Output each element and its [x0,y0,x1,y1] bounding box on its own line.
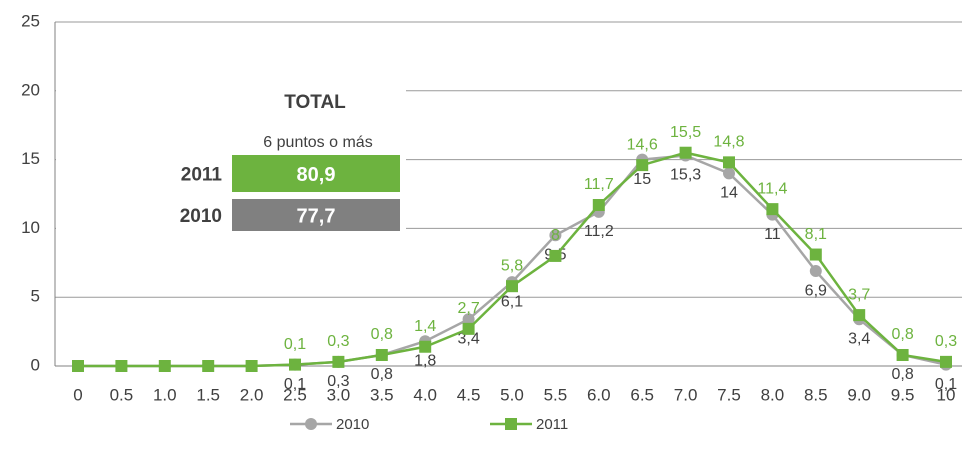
point [723,156,735,169]
data-label: 0,8 [371,326,393,343]
x-tick-label: 7.5 [717,385,741,404]
point [549,249,562,262]
x-tick-label: 10 [937,385,956,404]
annotation-bar [232,199,400,231]
point [940,355,952,368]
data-label: 0,1 [284,376,306,393]
x-tick-label: 1.5 [196,385,220,404]
point [679,146,692,159]
data-label: 2,7 [457,300,479,317]
data-label: 8,1 [805,226,827,243]
x-tick-label: 9.5 [891,385,915,404]
x-tick-label: 7.0 [674,385,698,404]
data-label: 0,8 [371,366,393,383]
point [202,360,215,372]
data-label: 15 [633,171,651,188]
data-label: 0,3 [935,333,957,350]
point [636,159,649,172]
point [72,360,84,372]
data-label: 1,8 [414,352,436,369]
data-label: 15,3 [670,167,701,184]
point [853,309,866,322]
data-label: 1,4 [414,318,436,335]
point [332,355,345,368]
annotation-value: 77,7 [297,205,336,227]
legend-label: 2011 [536,416,568,433]
point [245,360,258,372]
point [549,229,562,242]
data-label: 0,1 [284,336,306,353]
data-label: 6,9 [805,282,827,299]
point [158,360,171,372]
data-label: 11,7 [584,176,614,193]
annotation-bar [232,155,400,192]
data-label: 0,3 [327,373,349,390]
x-tick-label: 2.0 [240,385,264,404]
x-tick-label: 0.5 [110,385,134,404]
annotation-label: 2010 [180,206,222,227]
data-label: 15,5 [670,124,701,141]
legend-label: 2010 [336,416,369,433]
y-tick-label: 10 [21,218,40,237]
data-label: 0,8 [891,326,913,343]
annotation-label: 2011 [181,165,223,186]
x-tick-label: 4.5 [457,385,481,404]
point [766,203,779,216]
x-tick-label: 3.5 [370,385,394,404]
x-tick-label: 0 [73,385,82,404]
x-tick-label: 1.0 [153,385,177,404]
y-tick-label: 25 [21,11,40,30]
data-label: 14 [720,185,738,202]
point [289,358,301,371]
x-tick-label: 2.5 [283,385,307,404]
point [419,340,432,353]
x-tick-label: 8.0 [761,385,785,404]
x-tick-label: 5.5 [544,385,568,404]
x-tick-label: 6.5 [630,385,654,404]
data-label: 6,1 [501,293,523,310]
data-label: 0,3 [327,333,349,350]
x-tick-label: 9.0 [847,385,871,404]
data-label: 11,2 [584,223,614,240]
point [462,313,475,326]
data-label: 14,6 [627,136,658,153]
point [375,348,388,361]
legend-marker [505,418,517,430]
point [592,199,605,212]
data-label: 3,4 [848,330,870,347]
annotation-title: TOTAL [284,92,346,113]
y-tick-label: 5 [31,287,40,306]
point [809,265,822,278]
data-label: 5,8 [501,257,523,274]
x-tick-label: 6.0 [587,385,611,404]
data-label: 0,8 [891,366,913,383]
data-label: 8 [551,227,560,244]
annotation-value: 80,9 [297,164,336,186]
data-label: 0,1 [935,376,957,393]
annotation-subtitle: 6 puntos o más [263,134,372,151]
data-label: 11 [764,226,781,243]
x-tick-label: 4.0 [413,385,437,404]
point [506,280,518,293]
x-tick-label: 3.0 [327,385,351,404]
y-tick-label: 20 [21,80,40,99]
point [115,360,128,372]
y-tick-label: 15 [21,149,40,168]
data-label: 11,4 [757,180,787,197]
data-label: 3,7 [848,286,870,303]
point [809,248,822,261]
point [723,167,735,180]
y-tick-label: 0 [31,355,40,374]
x-tick-label: 8.5 [804,385,828,404]
point [462,322,475,335]
point [896,348,909,361]
legend-marker [305,418,317,430]
x-tick-label: 5.0 [500,385,524,404]
data-label: 14,8 [713,134,744,151]
